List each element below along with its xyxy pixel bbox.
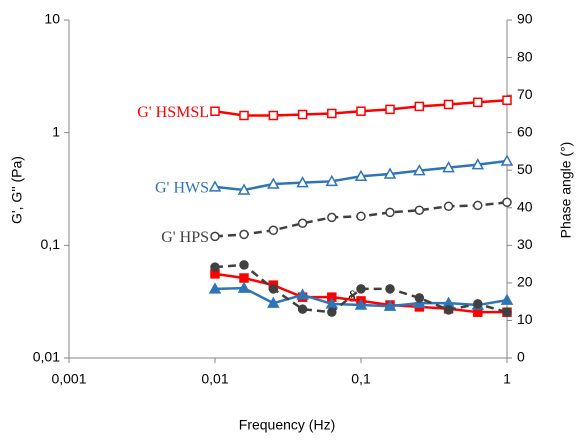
- y2-tick-label: 50: [517, 161, 533, 177]
- marker: [413, 164, 426, 176]
- marker: [502, 307, 512, 317]
- marker: [385, 207, 395, 218]
- y2-tick-label: 30: [517, 236, 533, 252]
- marker: [239, 273, 249, 283]
- y-tick-label: 1: [52, 123, 60, 139]
- marker: [208, 180, 222, 192]
- marker: [443, 99, 454, 110]
- marker: [210, 262, 220, 272]
- marker: [383, 299, 397, 311]
- y-axis-label: G', G'' (Pa): [9, 156, 25, 224]
- marker: [385, 104, 395, 115]
- marker: [356, 106, 366, 116]
- marker: [354, 298, 368, 310]
- marker: [356, 284, 366, 294]
- y2-tick-label: 80: [517, 48, 533, 64]
- marker: [383, 167, 397, 179]
- series-label: G' HWS: [155, 180, 209, 197]
- marker: [473, 299, 483, 309]
- marker: [502, 197, 512, 208]
- marker: [296, 288, 309, 300]
- marker: [414, 205, 425, 215]
- marker: [239, 110, 249, 121]
- y-tick-label: 0,1: [41, 236, 61, 252]
- y2-tick-label: 0: [517, 349, 525, 365]
- marker: [442, 161, 455, 173]
- y2-tick-label: 90: [517, 11, 533, 27]
- marker: [325, 174, 339, 187]
- x-tick-label: 0,1: [351, 371, 371, 387]
- marker: [356, 211, 366, 222]
- marker: [297, 109, 308, 120]
- series-label: G' HSMSL: [137, 104, 209, 121]
- x-axis-label: Frequency (Hz): [239, 417, 335, 433]
- marker: [413, 296, 426, 308]
- marker: [239, 229, 249, 240]
- marker: [327, 307, 337, 317]
- y2-tick-label: 60: [517, 123, 533, 139]
- marker: [385, 284, 395, 294]
- marker: [267, 296, 280, 308]
- y-tick-label: 0,01: [33, 349, 60, 365]
- y2-axis-label: Phase angle (°): [558, 142, 574, 239]
- x-tick-label: 0,01: [201, 371, 228, 387]
- series-label: G' HPS: [161, 229, 209, 246]
- marker: [473, 97, 483, 108]
- marker: [267, 177, 280, 189]
- marker: [473, 200, 483, 211]
- marker: [297, 304, 308, 314]
- marker: [268, 110, 279, 121]
- x-tick-label: 0,001: [51, 371, 86, 387]
- marker: [237, 281, 251, 293]
- marker: [354, 169, 368, 182]
- marker: [414, 101, 425, 112]
- y-tick-label: 10: [44, 11, 60, 27]
- marker: [239, 260, 249, 270]
- marker: [443, 201, 454, 212]
- marker: [500, 154, 514, 166]
- marker: [327, 108, 337, 119]
- marker: [502, 95, 512, 105]
- y2-tick-label: 20: [517, 274, 533, 290]
- y2-tick-label: 40: [517, 198, 533, 214]
- marker: [210, 106, 220, 116]
- y2-tick-label: 70: [517, 86, 533, 102]
- marker: [208, 282, 222, 294]
- marker: [500, 293, 514, 305]
- marker: [210, 231, 220, 242]
- marker: [268, 284, 279, 294]
- x-tick-label: 1: [503, 371, 511, 387]
- marker: [268, 225, 279, 236]
- marker: [296, 176, 309, 188]
- marker: [414, 293, 425, 303]
- marker: [443, 305, 454, 315]
- marker: [471, 158, 485, 170]
- marker: [237, 183, 251, 195]
- marker: [297, 218, 308, 229]
- marker: [327, 212, 337, 223]
- y2-tick-label: 10: [517, 311, 533, 327]
